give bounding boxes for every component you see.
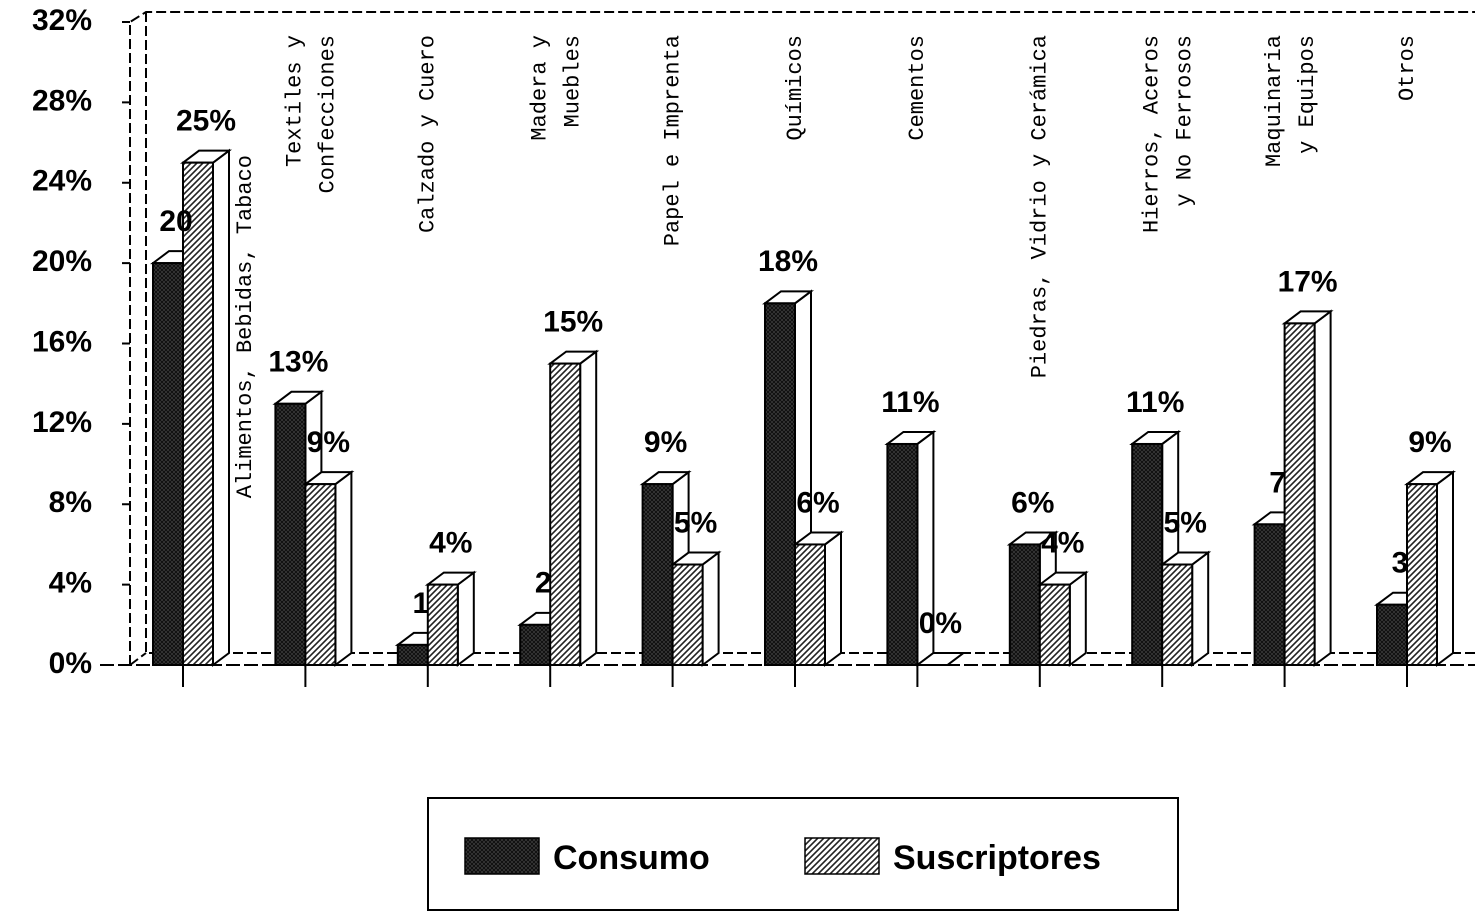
data-label: 9%: [644, 426, 687, 459]
bar: [302, 470, 355, 667]
data-label: 11%: [1126, 386, 1184, 419]
bar: [1036, 570, 1089, 667]
data-label: 5%: [1164, 506, 1207, 539]
bar: [1159, 550, 1212, 667]
data-label: 1: [412, 587, 429, 620]
data-label: 18%: [758, 245, 818, 278]
data-label: 15%: [543, 306, 603, 339]
data-label: 13%: [268, 346, 328, 379]
data-label: 25%: [176, 105, 236, 138]
bar: [424, 570, 477, 667]
y-tick-label: 28%: [32, 84, 92, 117]
y-tick-label: 20%: [32, 245, 92, 278]
legend-label: Suscriptores: [893, 839, 1101, 877]
data-label: 17%: [1278, 265, 1338, 298]
category-label: Alimentos, Bebidas, Tabaco: [233, 155, 258, 498]
data-label: 7: [1269, 466, 1286, 499]
bar: [669, 550, 722, 667]
category-label: Madera y: [528, 35, 553, 141]
data-label: 6%: [1011, 486, 1054, 519]
data-label: 5%: [674, 506, 717, 539]
data-label: 0%: [919, 607, 962, 640]
bar: [1281, 309, 1334, 667]
category-label: Maquinaria: [1262, 35, 1287, 167]
legend-swatch: [804, 837, 880, 875]
data-label: 20: [159, 205, 192, 238]
bar: [180, 148, 232, 667]
category-label: Confecciones: [316, 35, 341, 193]
data-label: 9%: [307, 426, 350, 459]
category-label: Otros: [1395, 35, 1420, 101]
category-label: Papel e Imprenta: [660, 35, 685, 246]
bar: [1404, 470, 1456, 667]
category-label: Calzado y Cuero: [416, 35, 441, 233]
category-label: Textiles y: [283, 35, 308, 167]
y-tick-label: 16%: [32, 325, 92, 358]
y-tick-label: 4%: [49, 567, 92, 600]
data-label: 3: [1392, 547, 1409, 580]
bar: [792, 530, 844, 667]
data-label: 11%: [881, 386, 939, 419]
data-label: 9%: [1408, 426, 1451, 459]
category-label: y Equipos: [1295, 35, 1320, 154]
bar: [547, 349, 600, 667]
data-label: 4%: [1041, 527, 1084, 560]
category-label: Químicos: [783, 35, 808, 141]
data-label: 4%: [429, 527, 472, 560]
y-tick-label: 8%: [49, 486, 92, 519]
category-label: y No Ferrosos: [1173, 35, 1198, 207]
data-label: 2: [535, 567, 552, 600]
data-label: 6%: [796, 486, 839, 519]
y-tick-label: 0%: [49, 647, 92, 680]
category-label: Muebles: [561, 35, 586, 127]
y-tick-label: 24%: [32, 165, 92, 198]
category-label: Piedras, Vidrio y Cerámica: [1028, 35, 1053, 378]
category-label: Cementos: [905, 35, 930, 141]
legend-box: [427, 797, 1179, 911]
legend-label: Consumo: [553, 839, 710, 877]
category-label: Hierros, Aceros: [1140, 35, 1165, 233]
legend-swatch: [464, 837, 540, 875]
y-tick-label: 12%: [32, 406, 92, 439]
y-tick-label: 32%: [32, 4, 92, 37]
bar: [914, 652, 967, 666]
